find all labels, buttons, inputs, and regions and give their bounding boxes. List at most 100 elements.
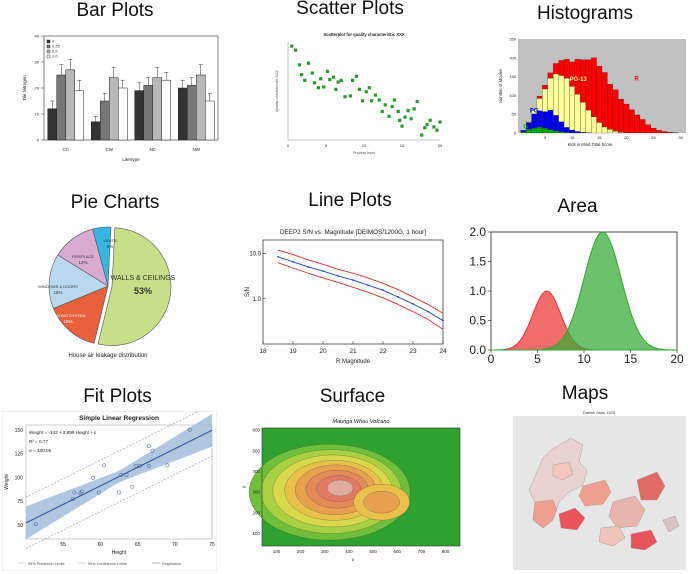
maps-title: Maps <box>561 383 609 404</box>
scatter-plots-title: Scatter Plots <box>296 0 404 19</box>
scatter-point <box>294 48 298 52</box>
scatter-point <box>325 69 330 73</box>
histogram-bar <box>531 127 538 134</box>
legend-label: 0 <box>52 39 55 44</box>
bar-plots-panel: Bar Plots 0 10 20 30 40 CC CW NC NW Litertype Tile… <box>0 0 230 185</box>
histogram-bar <box>574 131 581 134</box>
data-point <box>187 427 192 432</box>
y-tick-label: 50 <box>17 523 23 529</box>
x-tick-label: 20 <box>670 352 684 366</box>
y-axis-label: Weight <box>4 474 10 490</box>
y-tick-label: 0 <box>37 138 40 143</box>
scatter-point <box>400 124 404 128</box>
histogram-bar <box>656 130 662 134</box>
surface-panel: Surface Maunga Whau Volcano 100 200 300 400 5… <box>235 378 470 574</box>
y-tick-label: 125 <box>15 452 24 458</box>
x-tick-label: 18 <box>259 348 267 355</box>
x-tick-label: 600 <box>393 549 401 554</box>
series-point <box>412 303 414 305</box>
y-tick-label: 2.0 <box>469 225 486 239</box>
map-region <box>608 495 646 529</box>
bar-plots-title: Bar Plots <box>76 0 154 21</box>
series-label: G <box>523 124 528 130</box>
pie-slice <box>97 227 172 346</box>
histogram-bar <box>574 94 581 132</box>
histogram-bar <box>558 121 565 132</box>
x-axis-label: Litertype <box>122 157 140 162</box>
x-tick-label: 300 <box>321 549 329 554</box>
x-tick-label: 19 <box>289 348 297 355</box>
data-point <box>79 489 84 494</box>
x-tick-label: CC <box>63 147 70 152</box>
histogram-bar <box>520 131 527 134</box>
x-tick-label: 20 <box>438 143 443 148</box>
histogram-bar <box>612 89 619 132</box>
x-axis-label: Height <box>112 550 127 556</box>
y-axis-label: y <box>241 485 246 488</box>
area-chart: 0 5 10 15 20 0.0 0.5 1.0 1.5 2.0 <box>469 225 684 366</box>
x-tick-label: CW <box>106 147 114 152</box>
scatter-point <box>306 61 311 65</box>
pie-caption: House air leakage distribution <box>68 353 147 359</box>
scatter-point <box>390 104 394 109</box>
histogram-bar <box>563 127 570 133</box>
plot-frame <box>262 239 444 345</box>
fit-chart: Simple Linear Regression 50 75 100 125 150 55 6… <box>2 411 217 571</box>
map-region <box>532 499 558 529</box>
line-title: DEEP2 S/N vs. Magnitude [DEIMOS/1200G, 1… <box>280 229 426 236</box>
x-tick-label: NC <box>150 147 157 152</box>
histogram-bar <box>666 132 673 134</box>
histogram-bar <box>547 72 554 79</box>
x-tick-label: 55 <box>60 542 66 548</box>
y-axis-label: Number of Movies <box>498 69 503 103</box>
maps-panel: Maps Danish Atlas 1929 <box>470 378 700 574</box>
y-tick-label: 250 <box>509 37 516 42</box>
y-axis-label: S/N <box>245 287 251 297</box>
y-tick-label: 150 <box>509 74 516 79</box>
line-chart: DEEP2 S/N vs. Magnitude [DEIMOS/1200G, 1… <box>245 229 447 365</box>
scatter-point <box>425 122 429 127</box>
data-point <box>102 463 107 468</box>
x-tick-label: 400 <box>345 549 353 554</box>
series-point <box>367 284 369 287</box>
scatter-point <box>343 95 347 99</box>
data-point <box>146 443 151 448</box>
data-point <box>96 490 101 495</box>
histogram-bar <box>542 85 548 90</box>
histogram-bar <box>531 113 538 129</box>
fit-annotation: R² = 0.77 <box>29 439 48 444</box>
bar <box>152 77 162 141</box>
scatter-point <box>387 114 391 118</box>
slice-value: 15% <box>53 290 62 295</box>
scatter-point <box>360 99 365 103</box>
map-image: Danish Atlas 1929 <box>513 410 686 570</box>
series-point <box>277 255 279 258</box>
series-line <box>277 256 444 321</box>
histogram-bar <box>601 126 608 134</box>
histogram-bar <box>607 129 613 134</box>
bar <box>100 100 110 141</box>
y-tick-label: 10 <box>35 112 40 117</box>
surface-title: Maunga Whau Volcano <box>333 419 390 425</box>
map-region <box>662 515 680 533</box>
y-tick-label: 100 <box>15 475 24 481</box>
scatter-point <box>364 90 368 94</box>
scatter-point <box>334 87 338 91</box>
bar <box>134 90 144 141</box>
bar <box>109 77 119 141</box>
data-point <box>124 472 129 477</box>
x-tick-label: 5 <box>325 143 328 148</box>
x-tick-label: 15 <box>400 143 405 148</box>
scatter-chart: Scatterplot for quality characteristic X… <box>275 32 443 155</box>
data-point <box>150 448 155 453</box>
prediction-limit <box>25 455 213 549</box>
series-point <box>292 260 294 263</box>
y-tick-label: 0 <box>514 131 517 136</box>
histogram-bar <box>547 109 554 130</box>
y-tick-label: 1.0 <box>469 284 486 298</box>
y-tick-label: 1.5 <box>469 255 486 269</box>
y-axis-label: Tile Nitrogen <box>22 75 27 101</box>
y-tick-label: 20 <box>35 86 40 91</box>
slice-value: 5% <box>107 244 114 249</box>
